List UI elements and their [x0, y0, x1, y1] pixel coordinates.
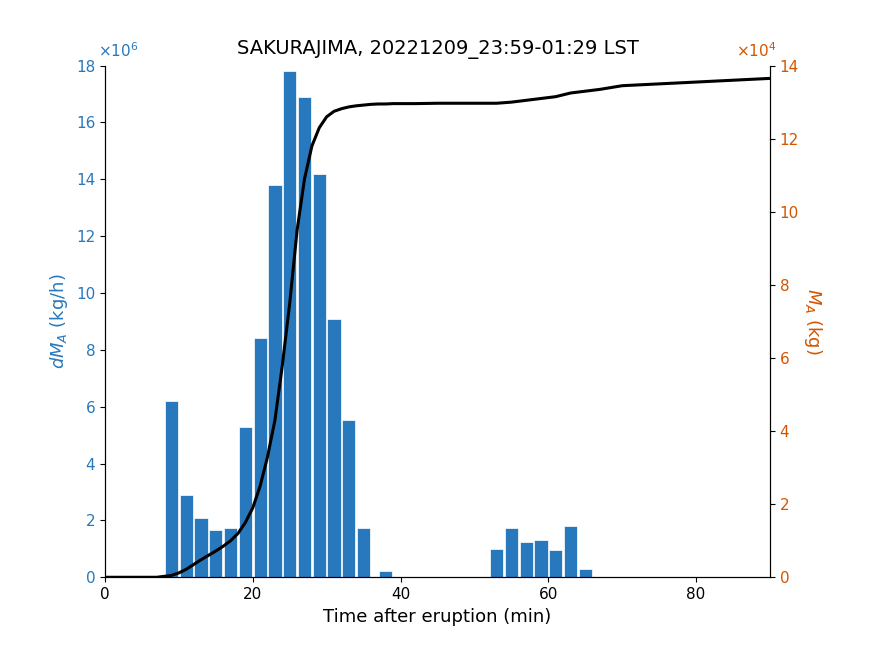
Bar	[164, 401, 178, 577]
Bar	[312, 174, 326, 577]
Bar	[239, 426, 252, 577]
Y-axis label: $M_A$ (kg): $M_A$ (kg)	[802, 288, 824, 355]
Bar	[535, 541, 548, 577]
Bar	[194, 518, 207, 577]
Bar	[520, 542, 533, 577]
Bar	[284, 72, 297, 577]
Bar	[379, 571, 392, 577]
Title: SAKURAJIMA, 20221209_23:59-01:29 LST: SAKURAJIMA, 20221209_23:59-01:29 LST	[236, 41, 639, 60]
Bar	[209, 530, 222, 577]
Text: $\times10^4$: $\times10^4$	[736, 42, 777, 60]
Bar	[578, 569, 592, 577]
Bar	[179, 495, 192, 577]
Y-axis label: $dM_A$ (kg/h): $dM_A$ (kg/h)	[48, 274, 70, 369]
Bar	[298, 97, 311, 577]
Bar	[564, 526, 578, 577]
Bar	[327, 319, 340, 577]
Bar	[490, 549, 503, 577]
Bar	[550, 550, 563, 577]
Bar	[505, 527, 518, 577]
Bar	[357, 527, 370, 577]
Bar	[254, 338, 267, 577]
Bar	[342, 420, 355, 577]
Text: $\times10^6$: $\times10^6$	[98, 42, 139, 60]
Bar	[269, 185, 282, 577]
Bar	[224, 527, 237, 577]
X-axis label: Time after eruption (min): Time after eruption (min)	[324, 607, 551, 626]
